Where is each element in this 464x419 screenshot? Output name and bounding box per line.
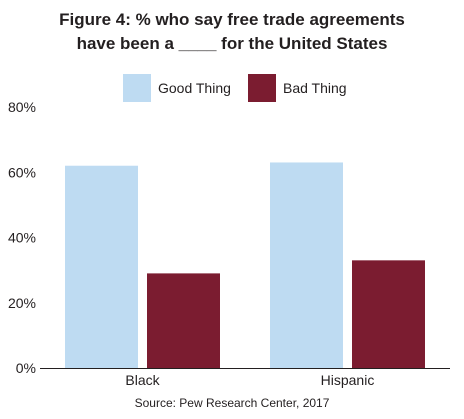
bar-bad-thing-hispanic — [352, 260, 425, 368]
x-category-label: Hispanic — [321, 372, 375, 388]
legend-swatch-bad-thing — [248, 74, 276, 102]
y-tick-label: 60% — [8, 164, 36, 180]
legend-label-good-thing: Good Thing — [158, 80, 231, 96]
source-note: Source: Pew Research Center, 2017 — [134, 396, 330, 410]
chart-title-line-1: Figure 4: % who say free trade agreement… — [59, 10, 405, 29]
y-tick-label: 0% — [16, 360, 36, 376]
legend-label-bad-thing: Bad Thing — [283, 80, 347, 96]
x-axis-categories: Black Hispanic — [125, 372, 374, 388]
bar-good-thing-black — [65, 165, 138, 368]
legend-item-bad-thing: Bad Thing — [248, 74, 347, 102]
y-tick-label: 80% — [8, 99, 36, 115]
y-tick-label: 40% — [8, 230, 36, 246]
bar-good-thing-hispanic — [270, 162, 343, 368]
legend-item-good-thing: Good Thing — [123, 74, 231, 102]
chart-title: Figure 4: % who say free trade agreement… — [0, 8, 464, 56]
chart-legend: Good Thing Bad Thing — [0, 74, 464, 102]
legend-swatch-good-thing — [123, 74, 151, 102]
x-category-label: Black — [125, 372, 160, 388]
y-axis-ticks: 0% 20% 40% 60% 80% — [8, 99, 36, 376]
chart-title-line-2: have been a ____ for the United States — [76, 34, 388, 53]
y-tick-label: 20% — [8, 295, 36, 311]
bar-bad-thing-black — [147, 273, 220, 368]
bars — [65, 162, 425, 368]
